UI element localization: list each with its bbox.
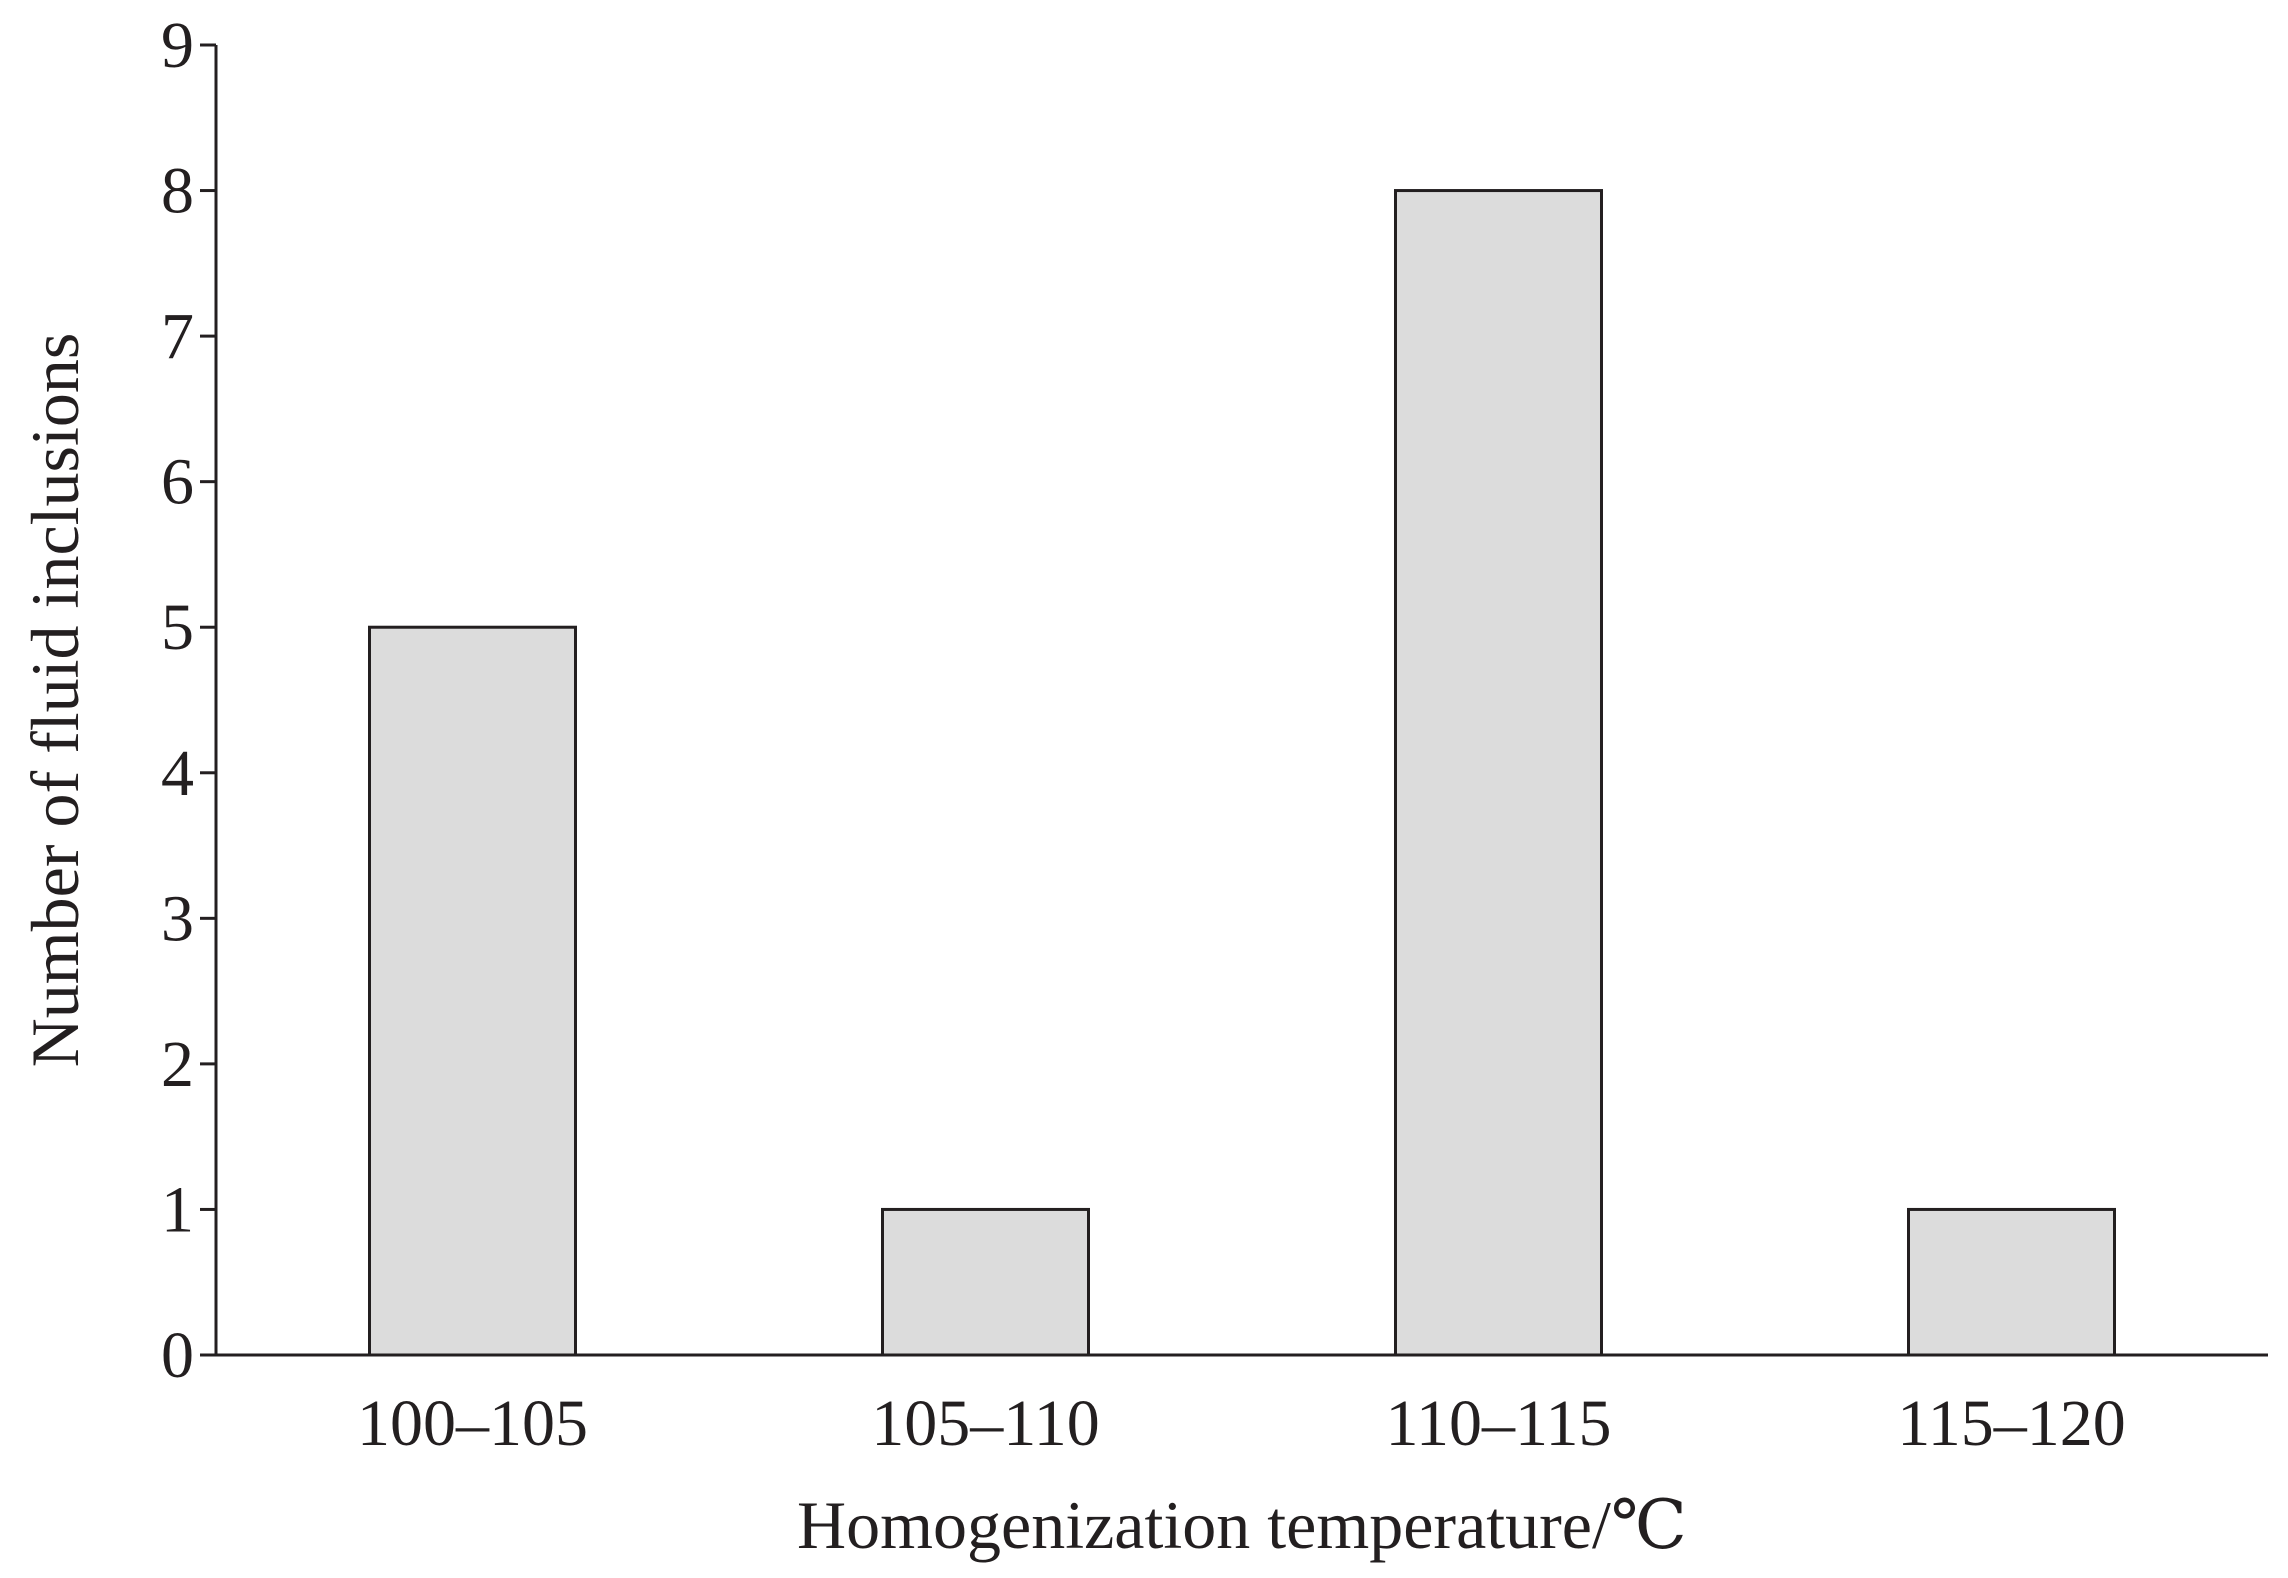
y-tick-label: 0 [161,1319,194,1392]
x-tick-label: 105–110 [871,1387,1100,1460]
y-tick-label: 4 [161,737,194,810]
bar-2 [1394,189,1603,1357]
y-tick-label: 9 [161,9,194,82]
bar-0 [368,625,577,1357]
y-tick-label: 5 [161,591,194,664]
x-axis-ticks: 100–105 105–110 110–115 115–120 [357,1387,2126,1460]
y-tick-label: 8 [161,155,194,228]
bar-3 [1907,1207,2116,1357]
y-axis-title: Number of fluid inclusions [17,333,93,1068]
y-tick-label: 6 [161,446,194,519]
x-tick-label: 110–115 [1385,1387,1611,1460]
y-tick-label: 1 [161,1173,194,1246]
bars [368,189,2116,1357]
x-axis-title: Homogenization temperature/℃ [797,1487,1687,1563]
y-tick-label: 3 [161,882,194,955]
bar-1 [881,1207,1090,1357]
x-tick-label: 100–105 [357,1387,588,1460]
y-tick-label: 2 [161,1028,194,1101]
y-tick-label: 7 [161,300,194,373]
x-tick-label: 115–120 [1897,1387,2126,1460]
y-axis-ticks: 0 1 2 3 4 5 6 7 8 9 [161,9,216,1392]
